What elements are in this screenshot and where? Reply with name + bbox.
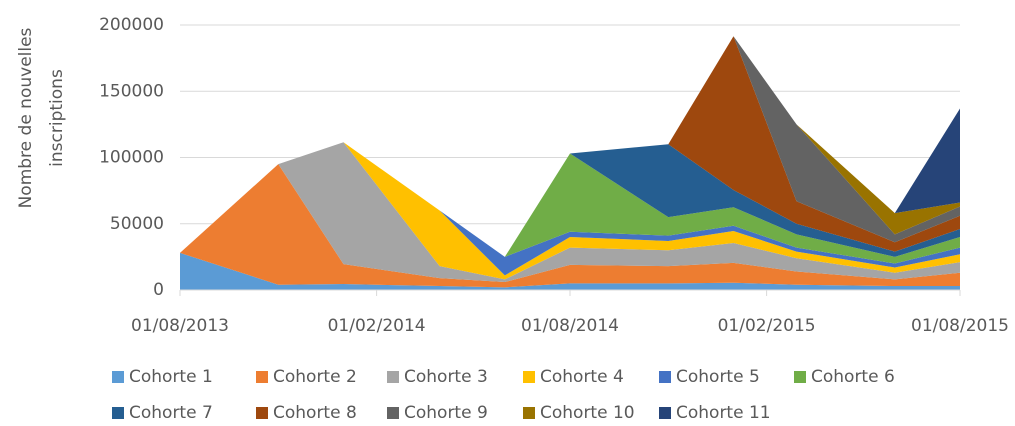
x-tick-label: 01/08/2014: [521, 316, 619, 336]
legend-swatch: [794, 371, 806, 383]
legend-label: Cohorte 9: [404, 403, 488, 423]
legend-label: Cohorte 10: [540, 403, 635, 423]
legend-swatch: [256, 371, 268, 383]
x-tick-label: 01/08/2013: [131, 316, 229, 336]
y-tick-label: 200000: [99, 15, 164, 35]
area: [180, 252, 960, 290]
legend-swatch: [387, 407, 399, 419]
y-tick-label: 0: [153, 280, 164, 300]
x-tick-label: 01/02/2015: [718, 316, 816, 336]
y-tick-label: 100000: [99, 148, 164, 168]
area: [180, 36, 960, 257]
area: [180, 142, 960, 276]
legend-label: Cohorte 11: [676, 403, 771, 423]
legend-label: Cohorte 4: [540, 367, 624, 387]
legend-label: Cohorte 8: [273, 403, 357, 423]
area: [180, 142, 960, 283]
legend-label: Cohorte 5: [676, 367, 760, 387]
y-axis-label: Nombre de nouvelles: [16, 27, 36, 208]
legend-swatch: [523, 371, 535, 383]
legend-swatch: [659, 407, 671, 419]
legend-label: Cohorte 6: [811, 367, 895, 387]
legend-swatch: [256, 407, 268, 419]
legend-swatch: [112, 371, 124, 383]
legend-swatch: [659, 371, 671, 383]
legend-label: Cohorte 2: [273, 367, 357, 387]
x-tick-label: 01/02/2014: [328, 316, 426, 336]
legend-label: Cohorte 7: [129, 403, 213, 423]
y-tick-label: 150000: [99, 81, 164, 101]
area: [180, 164, 960, 288]
legend-label: Cohorte 3: [404, 367, 488, 387]
legend-swatch: [523, 407, 535, 419]
area: [180, 36, 960, 257]
area: [180, 142, 960, 264]
area: [180, 142, 960, 280]
legend-swatch: [387, 371, 399, 383]
legend-label: Cohorte 1: [129, 367, 213, 387]
legend-swatch: [112, 407, 124, 419]
y-tick-label: 50000: [110, 214, 164, 234]
x-tick-label: 01/08/2015: [911, 316, 1009, 336]
y-axis-label: inscriptions: [47, 69, 67, 167]
